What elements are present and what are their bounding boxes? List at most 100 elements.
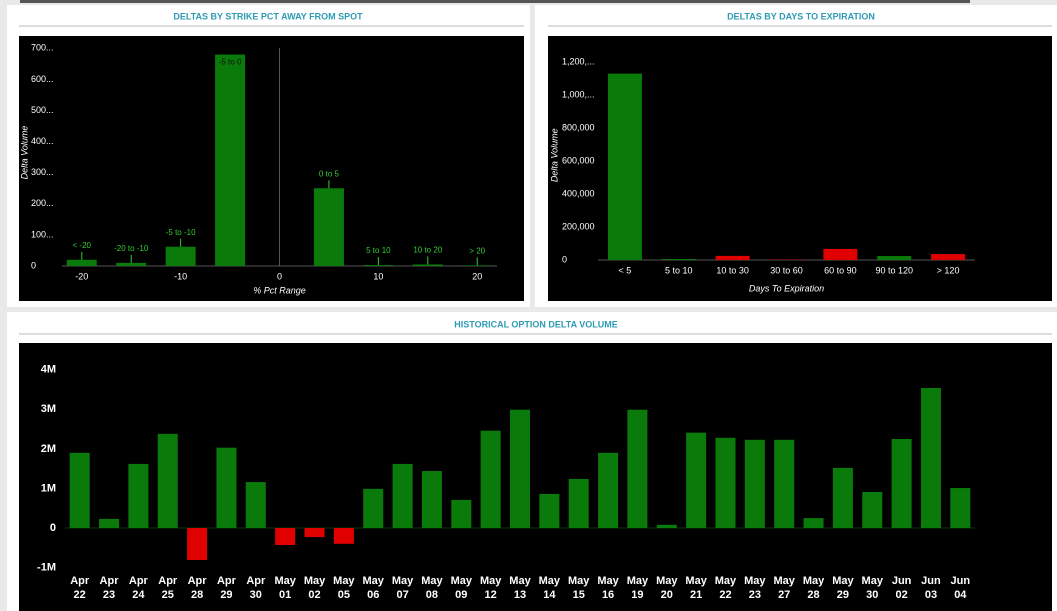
y-tick-label: 2M	[41, 443, 56, 455]
y-tick-label: 100...	[31, 229, 54, 239]
bar	[480, 430, 501, 528]
x-tick-label: May 30	[861, 575, 883, 601]
x-tick-label: May 20	[656, 575, 678, 601]
y-tick-label: -1M	[37, 561, 56, 573]
bar	[304, 527, 325, 538]
x-tick-label: May 08	[421, 575, 443, 601]
bar-label: -5 to -10	[166, 228, 196, 237]
bar	[931, 254, 966, 260]
y-tick-label: 400...	[31, 136, 54, 146]
bar-label: > 20	[469, 246, 485, 255]
bar	[187, 527, 208, 561]
bar	[920, 387, 941, 528]
x-tick-label: 5 to 10	[665, 265, 693, 275]
bar	[165, 246, 196, 266]
y-tick-label: 1M	[41, 482, 56, 494]
bar	[686, 432, 707, 528]
x-tick-label: Apr 29	[216, 575, 236, 601]
y-tick-label: 600...	[31, 74, 54, 84]
y-tick-label: 600,000	[562, 155, 595, 165]
bar	[715, 255, 750, 260]
x-tick-label: -20	[75, 271, 88, 281]
plot-area	[19, 36, 524, 301]
x-tick-label: 10 to 30	[716, 265, 749, 275]
x-tick-label: > 120	[937, 265, 960, 275]
bar	[215, 54, 246, 267]
bar	[568, 478, 589, 528]
x-tick-label: May 27	[773, 575, 795, 601]
y-tick-label: 800,000	[562, 122, 595, 132]
x-tick-label: Apr 30	[246, 575, 266, 601]
y-tick-label: 700...	[31, 43, 54, 53]
bar-label: 10 to 20	[413, 246, 442, 255]
x-tick-label: Apr 28	[187, 575, 207, 601]
y-tick-label: 4M	[41, 364, 56, 376]
x-tick-label: -10	[174, 271, 187, 281]
x-tick-label: May 14	[538, 575, 561, 601]
x-tick-label: < 5	[619, 265, 632, 275]
bar	[803, 518, 824, 528]
chart-title: HISTORICAL OPTION DELTA VOLUME	[454, 319, 618, 329]
bar	[862, 491, 883, 528]
y-tick-label: 200,000	[562, 221, 595, 231]
bar	[116, 262, 147, 266]
bar	[313, 188, 344, 266]
bar	[661, 259, 696, 260]
y-axis-title: Delta Volume	[19, 126, 29, 180]
bar	[891, 438, 912, 528]
bar-label: 0 to 5	[319, 169, 340, 178]
bar	[539, 493, 560, 528]
plot-area	[19, 343, 1052, 611]
x-tick-label: Jun 02	[891, 575, 912, 601]
x-tick-label: May 21	[685, 575, 707, 601]
x-tick-label: May 16	[597, 575, 619, 601]
x-tick-label: May 22	[714, 575, 737, 601]
y-tick-label: 1,000,...	[562, 89, 595, 99]
bar	[598, 452, 619, 528]
x-tick-label: 20	[472, 271, 482, 281]
bar	[412, 264, 443, 266]
x-tick-label: May 06	[362, 575, 384, 601]
x-tick-label: Apr 22	[70, 575, 90, 601]
bar	[69, 452, 90, 528]
y-axis-title: Delta Volume	[549, 128, 559, 182]
bar	[462, 265, 493, 266]
bar	[451, 499, 472, 528]
x-tick-label: May 09	[450, 575, 472, 601]
bar	[157, 433, 178, 528]
bar	[715, 437, 736, 528]
bar	[275, 527, 296, 545]
chart-title: DELTAS BY DAYS TO EXPIRATION	[727, 11, 875, 21]
x-tick-label: May 12	[479, 575, 502, 601]
x-tick-label: May 13	[509, 575, 531, 601]
x-tick-label: 0	[277, 271, 282, 281]
x-tick-label: May 01	[274, 575, 296, 601]
bar	[877, 256, 912, 260]
x-tick-label: Apr 23	[99, 575, 119, 601]
bar	[363, 265, 394, 266]
bar	[627, 409, 648, 528]
bar	[607, 73, 642, 261]
bar	[333, 527, 354, 544]
bar	[950, 488, 971, 528]
bar	[392, 463, 413, 528]
bar	[656, 524, 677, 528]
top-shadow	[20, 0, 970, 3]
chart-title: DELTAS BY STRIKE PCT AWAY FROM SPOT	[173, 11, 363, 21]
x-tick-label: May 28	[802, 575, 825, 601]
x-tick-label: Apr 24	[128, 575, 148, 601]
x-tick-label: 10	[373, 271, 383, 281]
y-tick-label: 0	[562, 254, 567, 264]
x-tick-label: Jun 03	[921, 575, 941, 601]
x-tick-label: Apr 25	[158, 575, 178, 601]
x-tick-label: May 23	[744, 575, 766, 601]
x-tick-label: May 07	[391, 575, 414, 601]
x-axis-title: % Pct Range	[253, 285, 306, 295]
bar-label: 5 to 10	[366, 246, 391, 255]
bar	[99, 518, 120, 528]
x-axis-title: Days To Expiration	[749, 283, 824, 293]
y-tick-label: 0	[31, 260, 36, 270]
x-tick-label: Jun 04	[950, 575, 971, 601]
bar	[216, 447, 237, 528]
